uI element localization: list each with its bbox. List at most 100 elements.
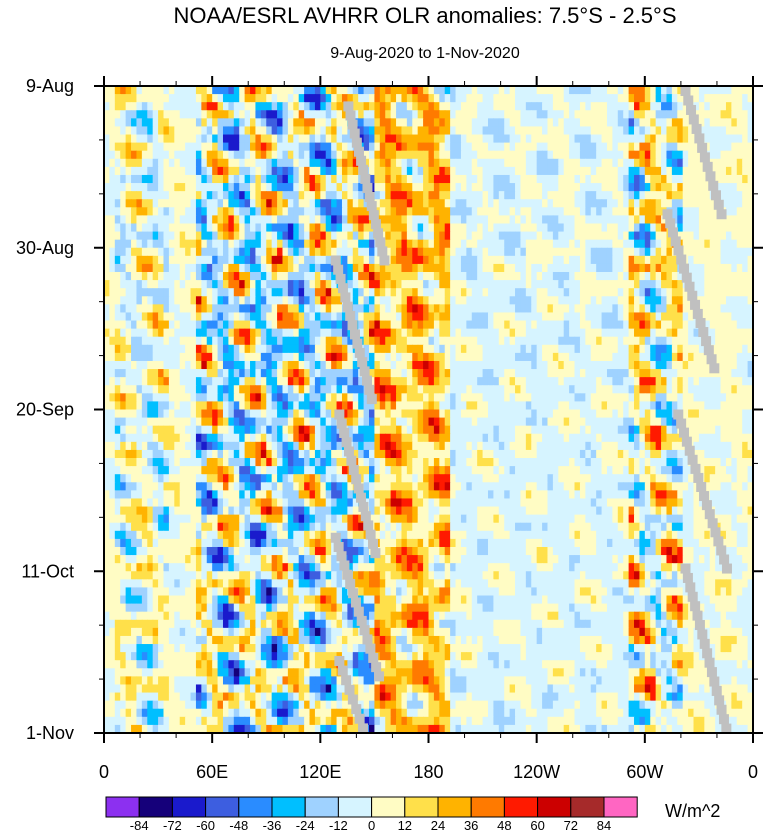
heatmap-cell bbox=[471, 369, 478, 378]
heatmap-cell bbox=[515, 183, 522, 192]
heatmap-cell bbox=[293, 312, 300, 322]
heatmap-cell bbox=[282, 158, 289, 168]
heatmap-cell bbox=[504, 207, 511, 216]
heatmap-cell bbox=[585, 191, 592, 200]
heatmap-cell bbox=[163, 344, 170, 354]
heatmap-cell bbox=[325, 409, 332, 419]
heatmap-cell bbox=[601, 102, 608, 111]
heatmap-cell bbox=[309, 94, 316, 103]
heatmap-cell bbox=[682, 183, 689, 192]
heatmap-cell bbox=[336, 126, 343, 136]
heatmap-cell bbox=[271, 215, 278, 225]
heatmap-cell bbox=[401, 247, 408, 257]
heatmap-cell bbox=[725, 166, 732, 176]
heatmap-cell bbox=[493, 393, 500, 403]
heatmap-cell bbox=[260, 352, 267, 362]
heatmap-cell bbox=[185, 247, 192, 257]
heatmap-cell bbox=[374, 304, 381, 314]
heatmap-cell bbox=[309, 296, 316, 305]
heatmap-cell bbox=[493, 94, 500, 103]
heatmap-cell bbox=[585, 183, 592, 192]
heatmap-cell bbox=[677, 86, 684, 95]
heatmap-cell bbox=[450, 231, 457, 241]
heatmap-cell bbox=[644, 409, 651, 419]
heatmap-cell bbox=[482, 263, 489, 273]
heatmap-cell bbox=[661, 360, 668, 370]
heatmap-cell bbox=[585, 255, 592, 265]
heatmap-cell bbox=[650, 239, 657, 249]
heatmap-cell bbox=[325, 393, 332, 403]
heatmap-cell bbox=[120, 158, 127, 168]
heatmap-cell bbox=[558, 288, 565, 297]
heatmap-cell bbox=[298, 263, 305, 273]
heatmap-cell bbox=[244, 207, 251, 216]
heatmap-cell bbox=[190, 207, 197, 216]
heatmap-cell bbox=[504, 296, 511, 305]
heatmap-cell bbox=[260, 247, 267, 257]
heatmap-cell bbox=[439, 272, 446, 281]
heatmap-cell bbox=[666, 86, 673, 95]
heatmap-cell bbox=[217, 207, 224, 216]
heatmap-cell bbox=[498, 263, 505, 273]
heatmap-cell bbox=[120, 280, 127, 289]
heatmap-cell bbox=[266, 134, 273, 144]
heatmap-cell bbox=[163, 304, 170, 314]
heatmap-cell bbox=[698, 94, 705, 103]
heatmap-cell bbox=[255, 142, 262, 152]
heatmap-cell bbox=[439, 199, 446, 208]
heatmap-cell bbox=[644, 174, 651, 184]
heatmap-cell bbox=[693, 183, 700, 192]
heatmap-cell bbox=[195, 417, 202, 427]
heatmap-cell bbox=[244, 417, 251, 427]
heatmap-cell bbox=[671, 126, 678, 136]
heatmap-cell bbox=[590, 199, 597, 208]
heatmap-cell bbox=[661, 223, 668, 233]
heatmap-cell bbox=[190, 393, 197, 403]
heatmap-cell bbox=[661, 118, 668, 128]
heatmap-cell bbox=[460, 223, 467, 233]
heatmap-cell bbox=[369, 288, 376, 297]
heatmap-cell bbox=[336, 393, 343, 403]
heatmap-cell bbox=[320, 401, 327, 411]
heatmap-cell bbox=[244, 215, 251, 225]
heatmap-cell bbox=[487, 183, 494, 192]
heatmap-cell bbox=[233, 191, 240, 200]
heatmap-cell bbox=[612, 166, 619, 176]
heatmap-cell bbox=[509, 215, 516, 225]
heatmap-cell bbox=[634, 304, 641, 314]
heatmap-cell bbox=[131, 118, 138, 128]
heatmap-cell bbox=[742, 118, 749, 128]
heatmap-cell bbox=[623, 239, 630, 249]
heatmap-cell bbox=[698, 409, 705, 419]
heatmap-cell bbox=[385, 409, 392, 419]
heatmap-cell bbox=[428, 296, 435, 305]
heatmap-cell bbox=[525, 296, 532, 305]
heatmap-cell bbox=[677, 328, 684, 338]
heatmap-cell bbox=[298, 320, 305, 330]
heatmap-cell bbox=[585, 304, 592, 314]
heatmap-cell bbox=[661, 110, 668, 119]
heatmap-cell bbox=[320, 336, 327, 346]
heatmap-cell bbox=[352, 166, 359, 176]
heatmap-cell bbox=[612, 255, 619, 265]
heatmap-cell bbox=[390, 344, 397, 354]
heatmap-cell bbox=[585, 207, 592, 216]
heatmap-cell bbox=[601, 118, 608, 128]
heatmap-cell bbox=[185, 94, 192, 103]
heatmap-cell bbox=[693, 344, 700, 354]
heatmap-cell bbox=[120, 377, 127, 386]
heatmap-cell bbox=[585, 344, 592, 354]
heatmap-cell bbox=[195, 369, 202, 378]
heatmap-cell bbox=[125, 280, 132, 289]
heatmap-cell bbox=[487, 272, 494, 281]
heatmap-cell bbox=[271, 247, 278, 257]
heatmap-cell bbox=[287, 312, 294, 322]
heatmap-cell bbox=[271, 207, 278, 216]
heatmap-cell bbox=[158, 409, 165, 419]
heatmap-cell bbox=[471, 94, 478, 103]
heatmap-cell bbox=[369, 126, 376, 136]
heatmap-cell bbox=[347, 191, 354, 200]
heatmap-cell bbox=[314, 255, 321, 265]
heatmap-cell bbox=[390, 247, 397, 257]
heatmap-cell bbox=[747, 183, 753, 192]
